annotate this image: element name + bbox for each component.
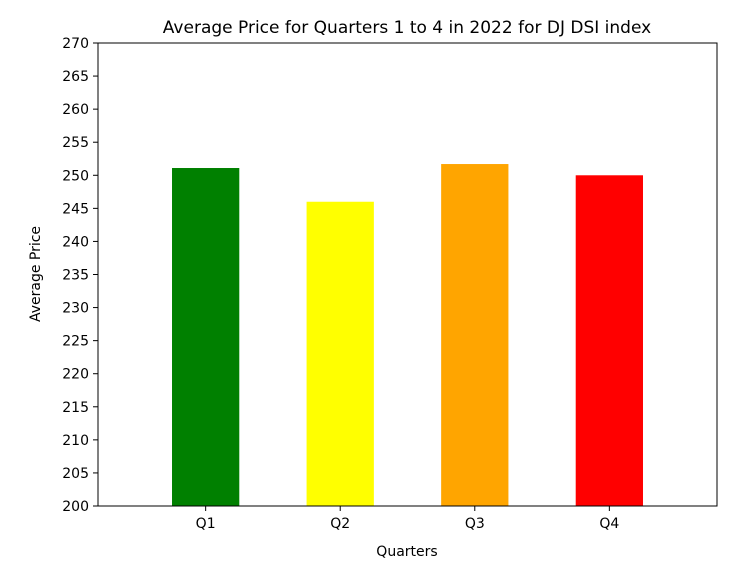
y-tick-label: 265 (62, 69, 89, 85)
x-axis: Q1 Q2 Q3 Q4 (196, 506, 619, 532)
bar-q2 (306, 201, 374, 506)
x-axis-label: Quarters (376, 544, 437, 560)
y-tick-label: 220 (62, 367, 89, 383)
y-tick-label: 205 (62, 466, 89, 482)
bars-group (172, 164, 643, 507)
y-tick-label: 215 (62, 400, 89, 416)
y-axis-label: Average Price (28, 226, 44, 322)
bar-q1 (172, 168, 240, 506)
y-tick-label: 210 (62, 433, 89, 449)
bar-q4 (575, 175, 643, 507)
x-tick-label-q1: Q1 (196, 516, 216, 532)
bar-q3 (441, 164, 509, 506)
y-tick-label: 250 (62, 168, 89, 184)
y-tick-label: 270 (62, 36, 89, 52)
y-tick-label: 230 (62, 301, 89, 317)
y-tick-label: 245 (62, 201, 89, 217)
y-tick-label: 225 (62, 334, 89, 350)
x-tick-label-q4: Q4 (599, 516, 619, 532)
y-tick-label: 240 (62, 234, 89, 250)
y-tick-label: 235 (62, 268, 89, 284)
y-axis: 200 205 210 215 220 225 230 235 240 245 250 255 260 2… (62, 36, 98, 515)
y-tick-label: 255 (62, 135, 89, 151)
chart-title: Average Price for Quarters 1 to 4 in 202… (163, 18, 651, 38)
x-tick-label-q3: Q3 (465, 516, 485, 532)
y-tick-label: 200 (62, 499, 89, 515)
x-tick-label-q2: Q2 (330, 516, 350, 532)
y-tick-label: 260 (62, 102, 89, 118)
